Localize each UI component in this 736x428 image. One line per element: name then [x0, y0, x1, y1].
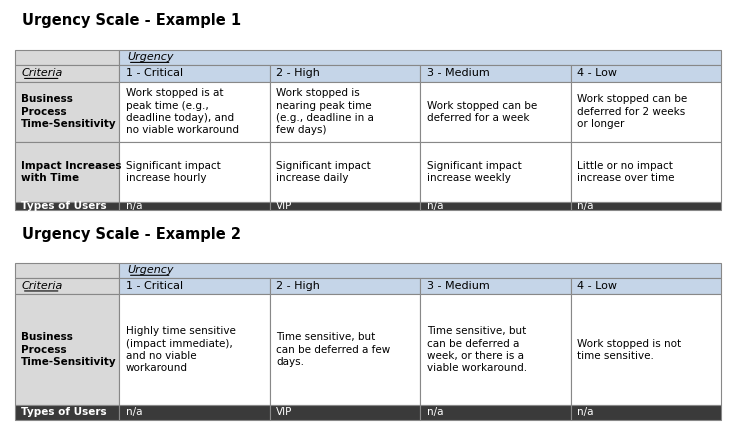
Text: Time sensitive, but
can be deferred a few
days.: Time sensitive, but can be deferred a fe… — [276, 332, 390, 367]
Bar — [270, 405, 420, 420]
Text: Urgency Scale - Example 1: Urgency Scale - Example 1 — [22, 13, 241, 28]
Text: 2 - High: 2 - High — [276, 281, 320, 291]
Text: n/a: n/a — [427, 407, 443, 417]
Text: 4 - Low: 4 - Low — [577, 68, 618, 78]
Text: VIP: VIP — [276, 407, 292, 417]
Text: Work stopped is not
time sensitive.: Work stopped is not time sensitive. — [577, 339, 682, 361]
Bar — [15, 142, 119, 202]
Text: n/a: n/a — [126, 407, 142, 417]
Text: 4 - Low: 4 - Low — [577, 281, 618, 291]
Text: Work stopped can be
deferred for 2 weeks
or longer: Work stopped can be deferred for 2 weeks… — [577, 95, 687, 129]
Bar — [15, 82, 119, 142]
Bar — [270, 202, 420, 210]
Text: Impact Increases
with Time: Impact Increases with Time — [21, 161, 121, 183]
Bar — [420, 202, 571, 210]
Text: n/a: n/a — [577, 407, 594, 417]
Text: Urgency: Urgency — [128, 52, 174, 62]
Text: VIP: VIP — [276, 201, 292, 211]
Bar — [571, 278, 721, 294]
Bar — [119, 278, 270, 294]
Bar — [420, 294, 571, 405]
Text: Work stopped can be
deferred for a week: Work stopped can be deferred for a week — [427, 101, 537, 123]
Bar — [119, 142, 270, 202]
Text: 3 - Medium: 3 - Medium — [427, 281, 489, 291]
Bar — [270, 294, 420, 405]
Bar — [270, 278, 420, 294]
Bar — [119, 50, 721, 65]
Bar — [571, 202, 721, 210]
Bar — [15, 405, 119, 420]
Bar — [270, 82, 420, 142]
Bar — [420, 142, 571, 202]
Bar — [420, 82, 571, 142]
Bar — [420, 65, 571, 82]
Bar — [15, 65, 119, 82]
Bar — [571, 82, 721, 142]
Text: n/a: n/a — [577, 201, 594, 211]
Text: Little or no impact
increase over time: Little or no impact increase over time — [577, 161, 675, 183]
Text: Types of Users: Types of Users — [21, 201, 107, 211]
Bar — [119, 82, 270, 142]
Text: 1 - Critical: 1 - Critical — [126, 68, 183, 78]
Bar — [15, 263, 119, 278]
Bar — [119, 263, 721, 278]
Bar — [571, 142, 721, 202]
Bar — [15, 278, 119, 294]
Bar — [571, 65, 721, 82]
Text: Business
Process
Time-Sensitivity: Business Process Time-Sensitivity — [21, 95, 117, 129]
Text: Business
Process
Time-Sensitivity: Business Process Time-Sensitivity — [21, 332, 117, 367]
Text: Work stopped is at
peak time (e.g.,
deadline today), and
no viable workaround: Work stopped is at peak time (e.g., dead… — [126, 88, 238, 135]
Bar — [420, 405, 571, 420]
Text: Types of Users: Types of Users — [21, 407, 107, 417]
Text: Work stopped is
nearing peak time
(e.g., deadline in a
few days): Work stopped is nearing peak time (e.g.,… — [276, 88, 374, 135]
Bar — [119, 65, 270, 82]
Text: Significant impact
increase daily: Significant impact increase daily — [276, 161, 371, 183]
Bar — [15, 294, 119, 405]
Text: Time sensitive, but
can be deferred a
week, or there is a
viable workaround.: Time sensitive, but can be deferred a we… — [427, 326, 527, 373]
Bar — [119, 202, 270, 210]
Text: n/a: n/a — [427, 201, 443, 211]
Bar — [119, 405, 270, 420]
Bar — [571, 294, 721, 405]
Text: 1 - Critical: 1 - Critical — [126, 281, 183, 291]
Bar — [571, 405, 721, 420]
Bar — [15, 202, 119, 210]
Text: 3 - Medium: 3 - Medium — [427, 68, 489, 78]
Text: Criteria: Criteria — [22, 68, 63, 78]
Text: Criteria: Criteria — [22, 281, 63, 291]
Text: Significant impact
increase hourly: Significant impact increase hourly — [126, 161, 220, 183]
Bar — [420, 278, 571, 294]
Bar — [15, 50, 119, 65]
Text: Urgency: Urgency — [128, 265, 174, 275]
Text: 2 - High: 2 - High — [276, 68, 320, 78]
Text: Significant impact
increase weekly: Significant impact increase weekly — [427, 161, 521, 183]
Text: n/a: n/a — [126, 201, 142, 211]
Text: Highly time sensitive
(impact immediate),
and no viable
workaround: Highly time sensitive (impact immediate)… — [126, 326, 236, 373]
Bar — [270, 142, 420, 202]
Bar — [270, 65, 420, 82]
Bar — [119, 294, 270, 405]
Text: Urgency Scale - Example 2: Urgency Scale - Example 2 — [22, 226, 241, 241]
